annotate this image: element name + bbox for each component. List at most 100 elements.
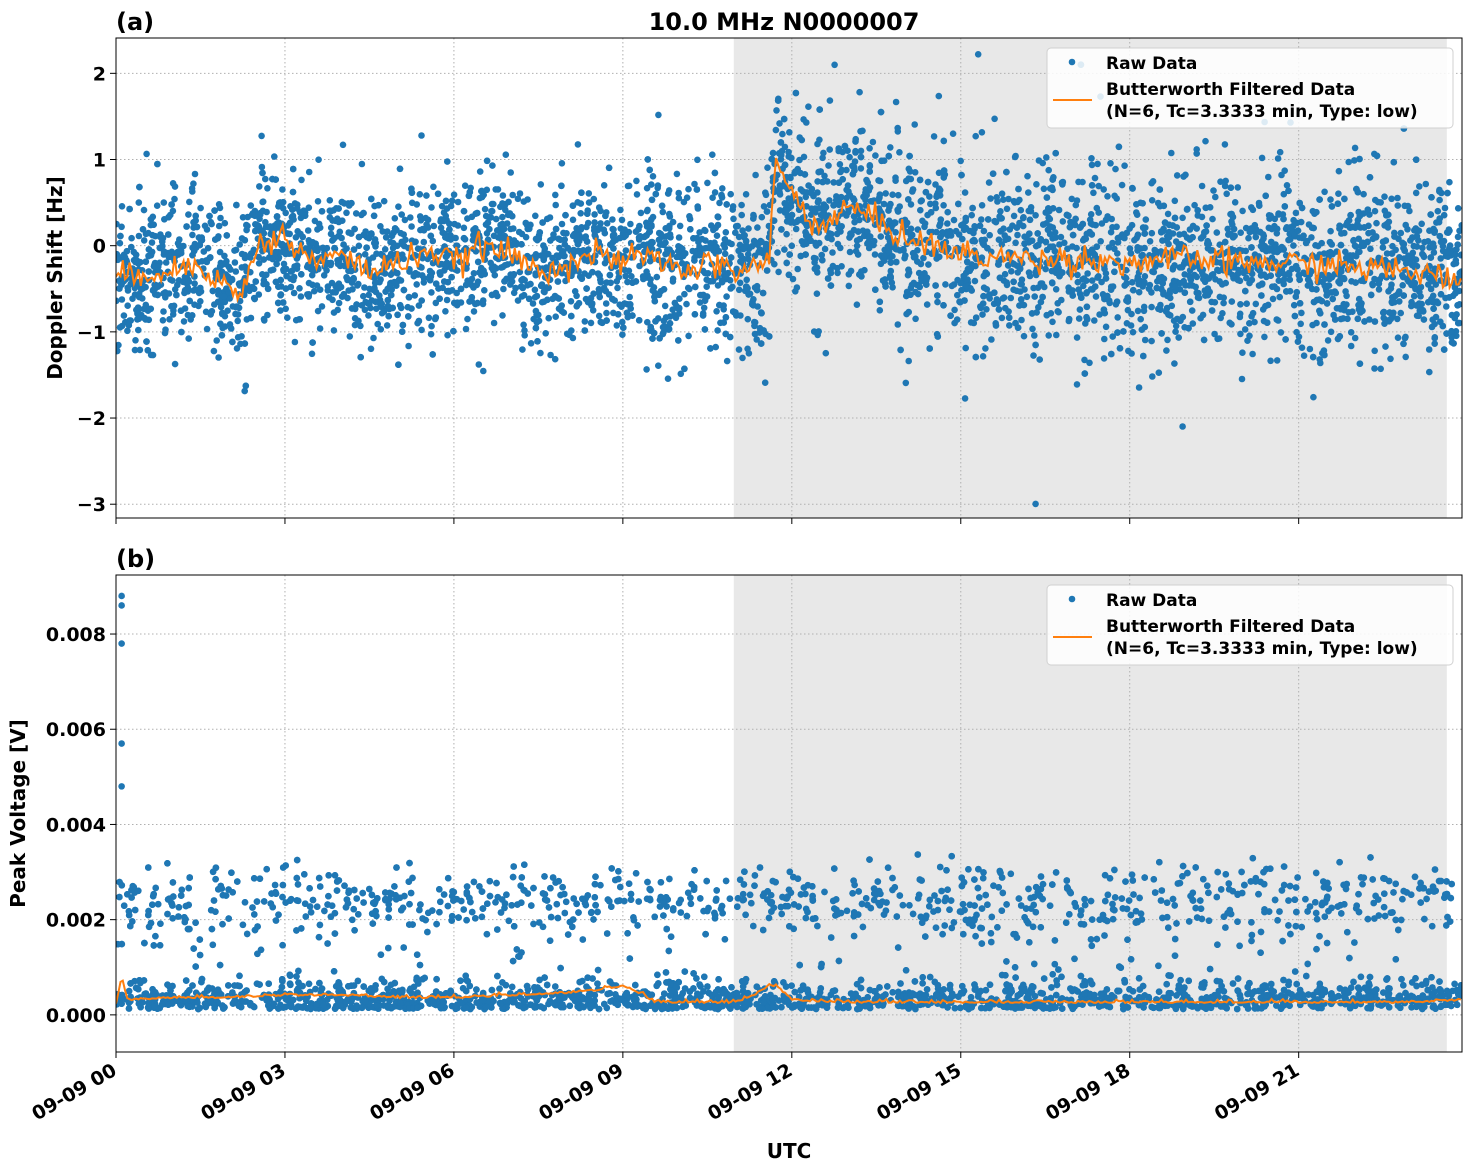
raw-data-point xyxy=(1172,198,1179,205)
raw-data-point xyxy=(487,260,494,267)
raw-data-point xyxy=(599,320,606,327)
raw-data-point xyxy=(1455,320,1462,327)
raw-data-point xyxy=(185,335,192,342)
raw-data-point xyxy=(1349,224,1356,231)
raw-data-point xyxy=(1110,283,1117,290)
raw-data-point xyxy=(703,283,710,290)
raw-data-point xyxy=(838,194,845,201)
raw-data-point xyxy=(1123,280,1130,287)
raw-data-point xyxy=(850,195,857,202)
raw-data-point xyxy=(978,216,985,223)
raw-data-point xyxy=(570,217,577,224)
raw-data-point xyxy=(568,313,575,320)
raw-data-point xyxy=(124,284,131,291)
raw-data-point xyxy=(878,233,885,240)
raw-data-point xyxy=(1388,285,1395,292)
raw-data-point xyxy=(816,106,823,113)
raw-data-point xyxy=(411,273,418,280)
raw-data-point xyxy=(1149,197,1156,204)
raw-data-point xyxy=(1179,215,1186,222)
raw-data-point xyxy=(294,262,301,269)
raw-data-point xyxy=(1179,264,1186,271)
raw-data-point xyxy=(1237,331,1244,338)
figure-title: 10.0 MHz N0000007 xyxy=(649,8,920,36)
raw-data-point xyxy=(117,233,124,240)
raw-data-point xyxy=(774,249,781,256)
raw-data-point xyxy=(856,89,863,96)
raw-data-point xyxy=(1347,212,1354,219)
raw-data-point xyxy=(728,254,735,261)
raw-data-point xyxy=(401,287,408,294)
raw-data-point xyxy=(1239,349,1246,356)
raw-data-point xyxy=(878,158,885,165)
raw-data-point xyxy=(1214,336,1221,343)
raw-data-point xyxy=(1104,293,1111,300)
raw-data-point xyxy=(1400,341,1407,348)
raw-data-point xyxy=(897,347,904,354)
raw-data-point xyxy=(1049,176,1056,183)
raw-data-point xyxy=(363,244,370,251)
raw-data-point xyxy=(485,214,492,221)
raw-data-point xyxy=(505,212,512,219)
raw-data-point xyxy=(398,230,405,237)
raw-data-point xyxy=(655,182,662,189)
raw-data-point xyxy=(622,232,629,239)
raw-data-point xyxy=(1353,243,1360,250)
raw-data-point xyxy=(232,311,239,318)
raw-data-point xyxy=(433,314,440,321)
raw-data-point xyxy=(1253,234,1260,241)
raw-data-point xyxy=(984,245,991,252)
raw-data-point xyxy=(1176,231,1183,238)
raw-data-point xyxy=(1045,205,1052,212)
raw-data-point xyxy=(490,201,497,208)
raw-data-point xyxy=(315,198,322,205)
raw-data-point xyxy=(150,352,157,359)
raw-data-point xyxy=(667,231,674,238)
raw-data-point xyxy=(997,275,1004,282)
raw-data-point xyxy=(1296,272,1303,279)
raw-data-point xyxy=(140,226,147,233)
raw-data-point xyxy=(655,362,662,369)
raw-data-point xyxy=(637,233,644,240)
raw-data-point xyxy=(582,235,589,242)
raw-data-point xyxy=(178,329,185,336)
raw-data-point xyxy=(958,172,965,179)
raw-data-point xyxy=(390,245,397,252)
raw-data-point xyxy=(1373,233,1380,240)
raw-data-point xyxy=(620,324,627,331)
raw-data-point xyxy=(302,212,309,219)
raw-data-point xyxy=(290,189,297,196)
raw-data-point xyxy=(242,252,249,259)
raw-data-point xyxy=(189,312,196,319)
raw-data-point xyxy=(968,287,975,294)
raw-data-point xyxy=(949,283,956,290)
raw-data-point xyxy=(633,278,640,285)
raw-data-point xyxy=(1418,284,1425,291)
raw-data-point xyxy=(1020,214,1027,221)
raw-data-point xyxy=(1104,193,1111,200)
raw-data-point xyxy=(446,226,453,233)
raw-data-point xyxy=(1222,239,1229,246)
raw-data-point xyxy=(1274,357,1281,364)
raw-data-point xyxy=(1293,263,1300,270)
raw-data-point xyxy=(298,293,305,300)
raw-data-point xyxy=(1049,279,1056,286)
raw-data-point xyxy=(1349,308,1356,315)
raw-data-point xyxy=(132,259,139,266)
raw-data-point xyxy=(215,354,222,361)
raw-data-point xyxy=(1042,266,1049,273)
raw-data-point xyxy=(577,225,584,232)
raw-data-point xyxy=(714,327,721,334)
raw-data-point xyxy=(471,270,478,277)
raw-data-point xyxy=(1167,295,1174,302)
raw-data-point xyxy=(886,153,893,160)
raw-data-point xyxy=(1088,155,1095,162)
raw-data-point xyxy=(238,333,245,340)
raw-data-point xyxy=(1147,238,1154,245)
raw-data-point xyxy=(444,205,451,212)
raw-data-point xyxy=(931,133,938,140)
raw-data-point xyxy=(1008,268,1015,275)
raw-data-point xyxy=(973,314,980,321)
raw-data-point xyxy=(674,254,681,261)
raw-data-point xyxy=(325,283,332,290)
